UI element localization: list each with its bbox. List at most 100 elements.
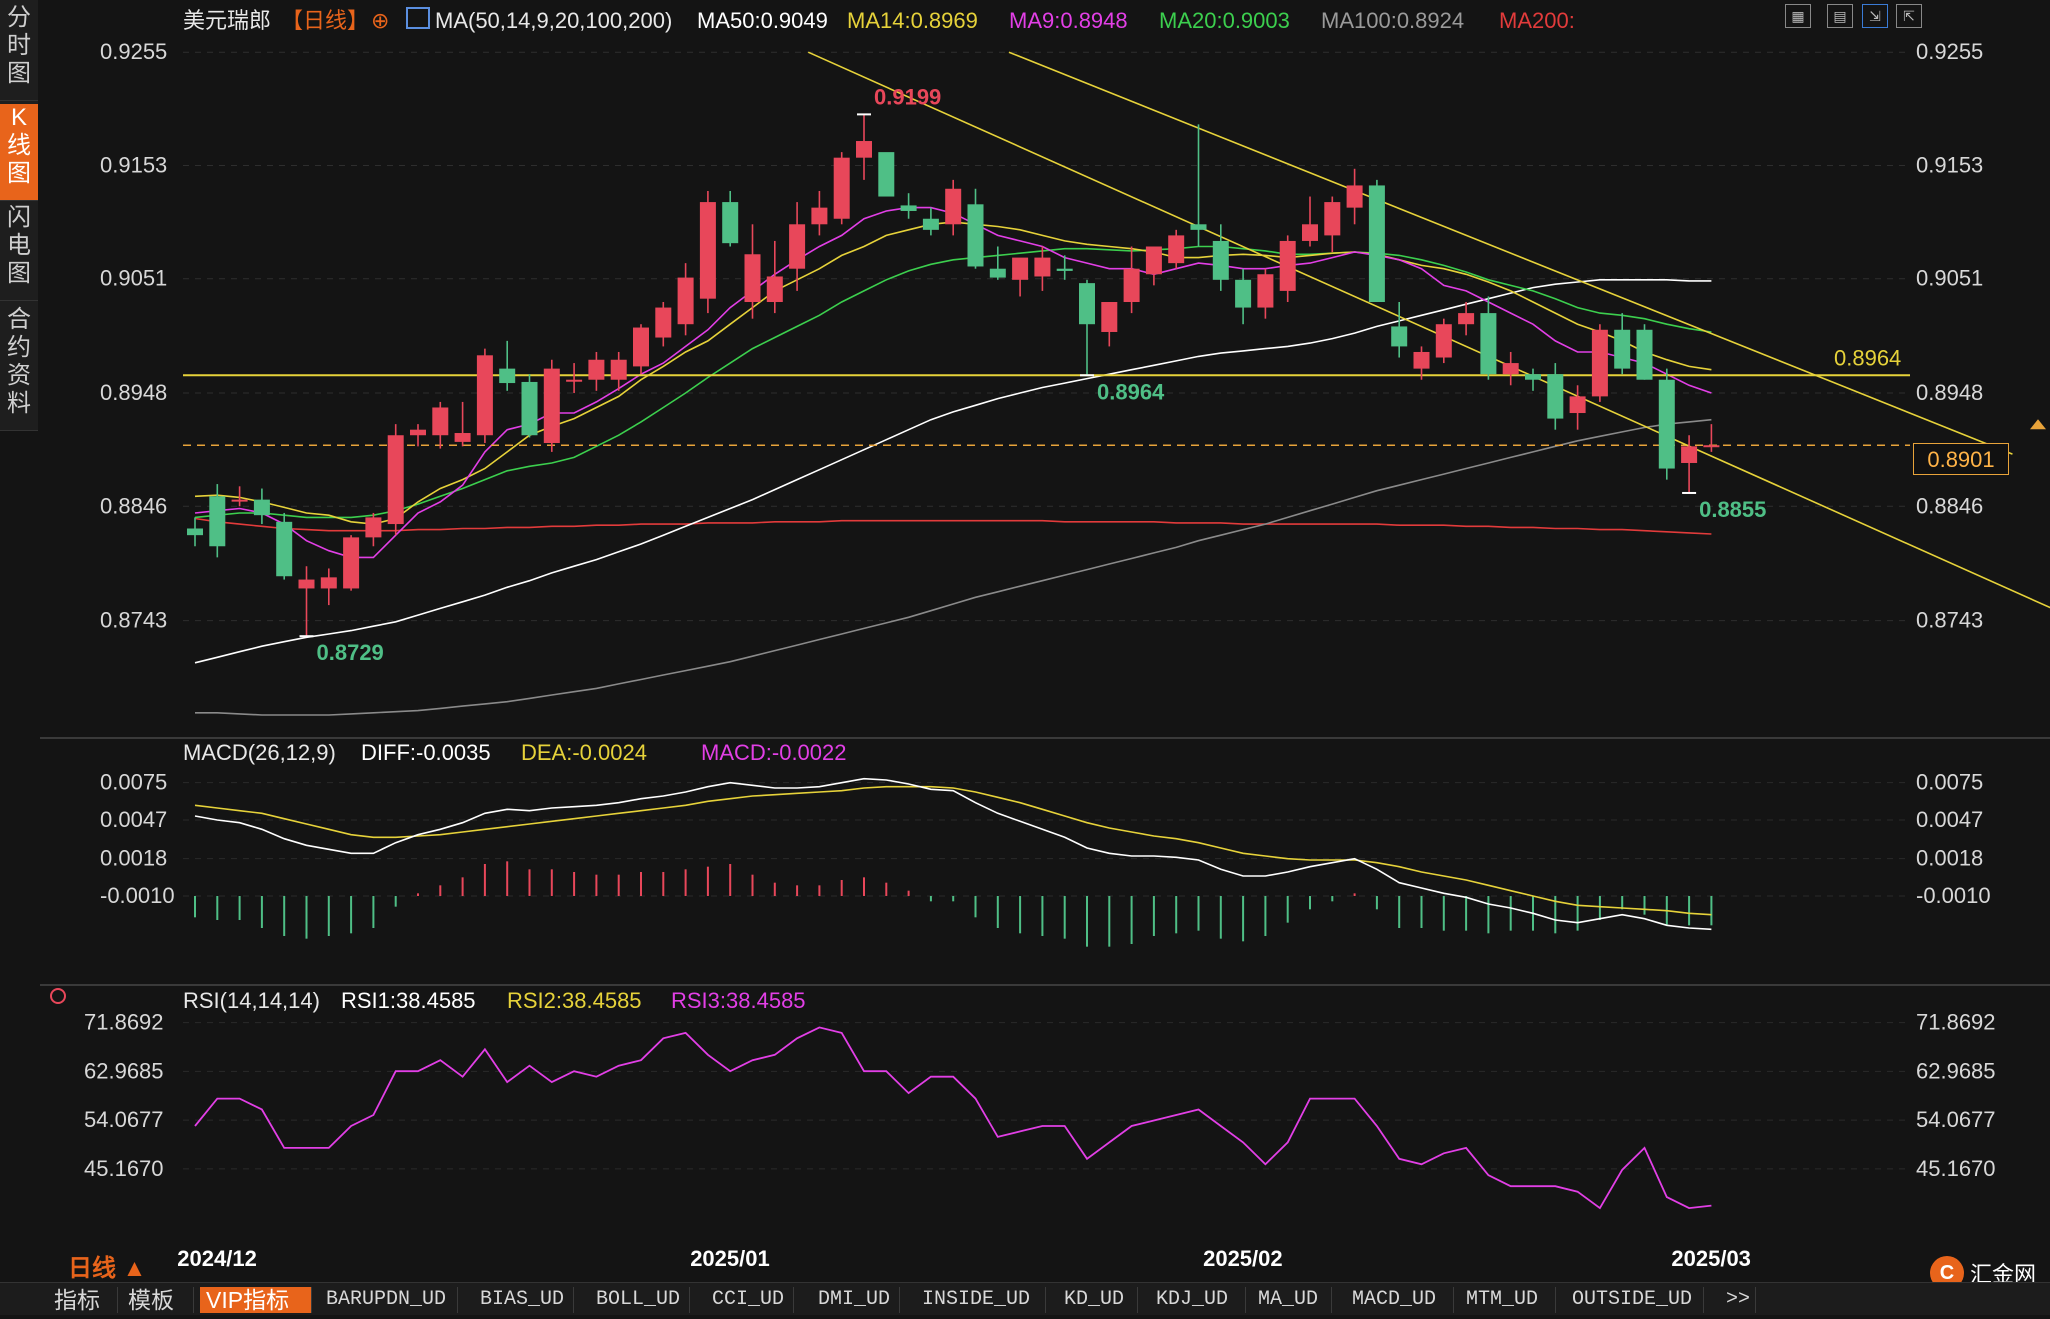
fullscreen-tool-icon[interactable]: ⇱ — [1896, 4, 1922, 28]
tab-macd[interactable]: MACD_UD — [1346, 1287, 1454, 1313]
candle-body — [655, 307, 672, 338]
y-tick-label-left: 0.9255 — [100, 39, 167, 64]
dea-line — [194, 785, 1712, 916]
support-label: 0.8964 — [1834, 345, 1901, 370]
price-annotation: 0.8964 — [1097, 379, 1165, 404]
ma-value-label: MA20:0.9003 — [1159, 8, 1290, 33]
candle-body — [1324, 202, 1341, 236]
grid-tool-icon[interactable]: ▦ — [1785, 4, 1811, 28]
candle-body — [677, 277, 694, 325]
candle-body — [744, 254, 761, 303]
tab-mtm[interactable]: MTM_UD — [1460, 1287, 1556, 1313]
candle-body — [922, 218, 939, 230]
candle-body — [1079, 283, 1095, 325]
tab-outside[interactable]: OUTSIDE_UD — [1566, 1287, 1704, 1313]
candle-body — [1658, 379, 1675, 469]
trendline — [1008, 51, 2013, 455]
candle-body — [811, 207, 828, 225]
candle-body — [1413, 351, 1430, 369]
rsi-label: RSI1:38.4585 — [341, 988, 476, 1013]
tab-dmi[interactable]: DMI_UD — [812, 1287, 900, 1313]
y-tick-label-right: 0.9051 — [1916, 266, 1983, 291]
diff-line — [194, 777, 1712, 931]
tab-inside[interactable]: INSIDE_UD — [916, 1287, 1046, 1313]
y-tick-label-right: 0.8743 — [1916, 608, 1983, 633]
tab-cci[interactable]: CCI_UD — [706, 1287, 794, 1313]
side-tab-flash[interactable]: 闪电图 — [0, 204, 38, 301]
side-tab-kline[interactable]: K线图 — [0, 104, 38, 201]
y-tick-label-right: 0.9153 — [1916, 152, 1983, 177]
macd-tick-label-right: 0.0047 — [1916, 807, 1983, 832]
tab-vip-indicator[interactable]: VIP指标 — [200, 1287, 312, 1313]
candle-body — [432, 407, 449, 436]
candle-body — [1525, 374, 1541, 380]
y-tick-label-right: 0.8948 — [1916, 380, 1983, 405]
macd-tick-label-right: -0.0010 — [1916, 883, 1991, 908]
macd-tick-label-left: 0.0047 — [100, 807, 167, 832]
candle-body — [588, 359, 605, 380]
price-annotation: 0.8729 — [317, 640, 384, 665]
candle-body — [833, 157, 850, 219]
y-tick-label-right: 0.8846 — [1916, 493, 1983, 518]
last-price-box: 0.8901 — [1913, 443, 2009, 475]
period-tag: 【日线】 — [281, 8, 369, 33]
candle-body — [722, 202, 739, 244]
period-selector[interactable]: 日线 ▲ — [68, 1255, 147, 1282]
macd-tick-label-left: -0.0010 — [100, 883, 175, 908]
candle-body — [1480, 313, 1497, 375]
ma50-line — [194, 278, 1712, 664]
candle-body — [187, 528, 203, 536]
candle-body — [476, 355, 493, 436]
ma-params: MA(50,14,9,20,100,200) — [435, 8, 672, 33]
tab-barupdn[interactable]: BARUPDN_UD — [320, 1287, 458, 1313]
ma-value-label: MA100:0.8924 — [1321, 8, 1464, 33]
last-price-marker-icon — [2030, 419, 2046, 430]
tab-indicator[interactable]: 指标 — [48, 1287, 118, 1313]
macd-tick-label-left: 0.0075 — [100, 770, 167, 795]
candle-body — [1302, 224, 1318, 241]
y-tick-label-right: 0.9255 — [1916, 39, 1983, 64]
rsi-settings-icon — [50, 988, 66, 1004]
ma20-line — [194, 245, 1712, 519]
candle-body — [543, 368, 560, 444]
layout-tool-icon[interactable]: ▤ — [1827, 4, 1853, 28]
ma-value-label: MA50:0.9049 — [697, 8, 828, 33]
indicator-tab-bar: 指标 模板 VIP指标 BARUPDN_UD BIAS_UD BOLL_UD C… — [0, 1282, 2050, 1315]
rsi-label: RSI3:38.4585 — [671, 988, 806, 1013]
candle-body — [633, 327, 649, 367]
candle-body — [1346, 185, 1363, 208]
tab-bias[interactable]: BIAS_UD — [474, 1287, 574, 1313]
candle-body — [1012, 257, 1029, 280]
rsi-title: RSI(14,14,14) — [183, 988, 320, 1013]
candle-body — [1212, 240, 1229, 280]
tab-template[interactable]: 模板 — [122, 1287, 194, 1313]
candle-body — [989, 268, 1006, 278]
side-tab-contract-info[interactable]: 合约资料 — [0, 306, 38, 431]
candle-body — [1614, 329, 1631, 369]
ma-value-label: MA200: — [1499, 8, 1575, 33]
tab-kd[interactable]: KD_UD — [1058, 1287, 1138, 1313]
y-tick-label-left: 0.9051 — [100, 266, 167, 291]
tab-boll[interactable]: BOLL_UD — [590, 1287, 690, 1313]
candle-body — [766, 276, 783, 303]
candle-body — [1056, 268, 1073, 271]
rsi-tick-label-left: 71.8692 — [84, 1010, 164, 1035]
candle-body — [900, 205, 917, 211]
tab-more[interactable]: >> — [1720, 1287, 1756, 1313]
rsi-tick-label-right: 62.9685 — [1916, 1058, 1996, 1083]
side-tab-timeshare[interactable]: 分时图 — [0, 4, 38, 101]
rsi-tick-label-right: 54.0677 — [1916, 1107, 1996, 1132]
ma200-line — [194, 517, 1712, 535]
candle-body — [1168, 235, 1185, 264]
draw-tool-icon[interactable]: ⇲ — [1862, 4, 1888, 28]
candle-body — [209, 496, 226, 547]
x-tick-label: 2024/12 — [177, 1246, 257, 1271]
candle-body — [1458, 313, 1475, 325]
tab-ma[interactable]: MA_UD — [1252, 1287, 1332, 1313]
price-annotation: 0.9199 — [874, 84, 941, 109]
candle-body — [878, 152, 895, 197]
tab-kdj[interactable]: KDJ_UD — [1150, 1287, 1246, 1313]
y-tick-label-left: 0.8948 — [100, 380, 167, 405]
candle-body — [1502, 363, 1519, 375]
